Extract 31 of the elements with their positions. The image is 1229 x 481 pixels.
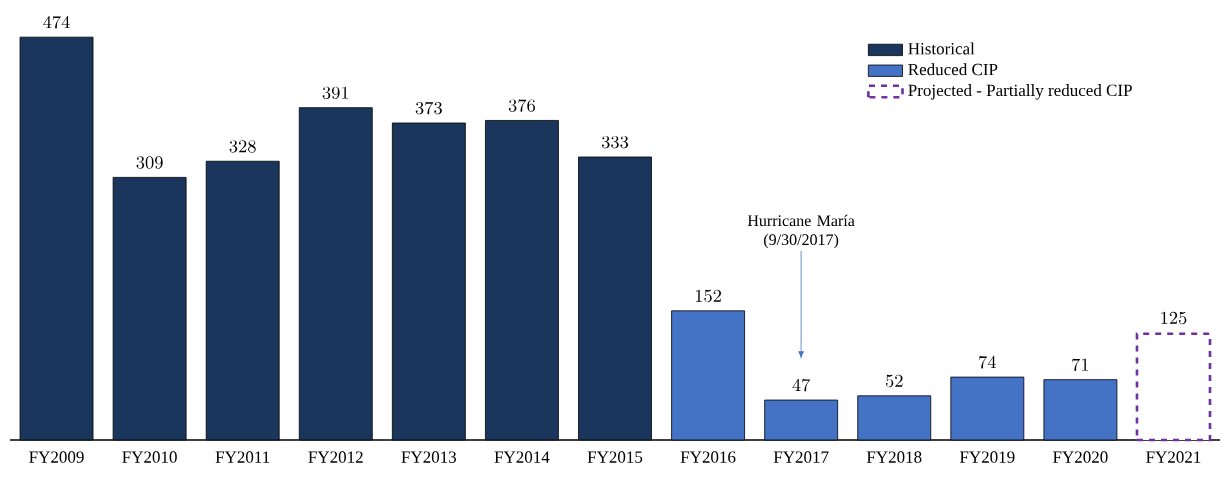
data-label: 376 [508,99,535,112]
x-tick-label: FY2020 [1053,451,1108,463]
x-tick-label: FY2014 [494,451,550,463]
x-tick-label: FY2017 [773,451,829,463]
x-tick-label: FY2016 [680,451,736,463]
data-label: 474 [43,15,70,29]
data-label: 74 [979,355,997,369]
data-label: 125 [1161,311,1187,325]
data-label: 52 [885,374,903,388]
x-tick-label: FY2009 [29,451,84,463]
annotation: Hurricane María (9/30/2017) [747,214,855,249]
legend-label: Historical [908,42,975,55]
x-tick-label: FY2013 [401,451,457,463]
x-tick-label: FY2015 [587,451,643,463]
legend-label: Reduced CIP [908,63,998,76]
x-tick-label: FY2012 [308,451,363,463]
x-tick-label: FY2010 [122,451,177,463]
x-tick-label: FY2018 [866,451,922,463]
data-label: 333 [601,135,629,149]
data-label: 373 [415,101,442,115]
bar [1135,332,1212,442]
data-label: 328 [229,140,256,153]
data-label: 47 [792,378,811,392]
x-tick-label: FY2011 [215,451,270,463]
data-label: 391 [322,86,349,100]
data-label: 309 [136,156,163,169]
data-label: 71 [1072,358,1089,371]
x-tick-label: FY2021 [1146,451,1201,463]
legend-label: Projected - Partially reduced CIP [908,84,1132,100]
x-tick-label: FY2019 [959,451,1015,463]
data-label: 152 [695,289,721,303]
